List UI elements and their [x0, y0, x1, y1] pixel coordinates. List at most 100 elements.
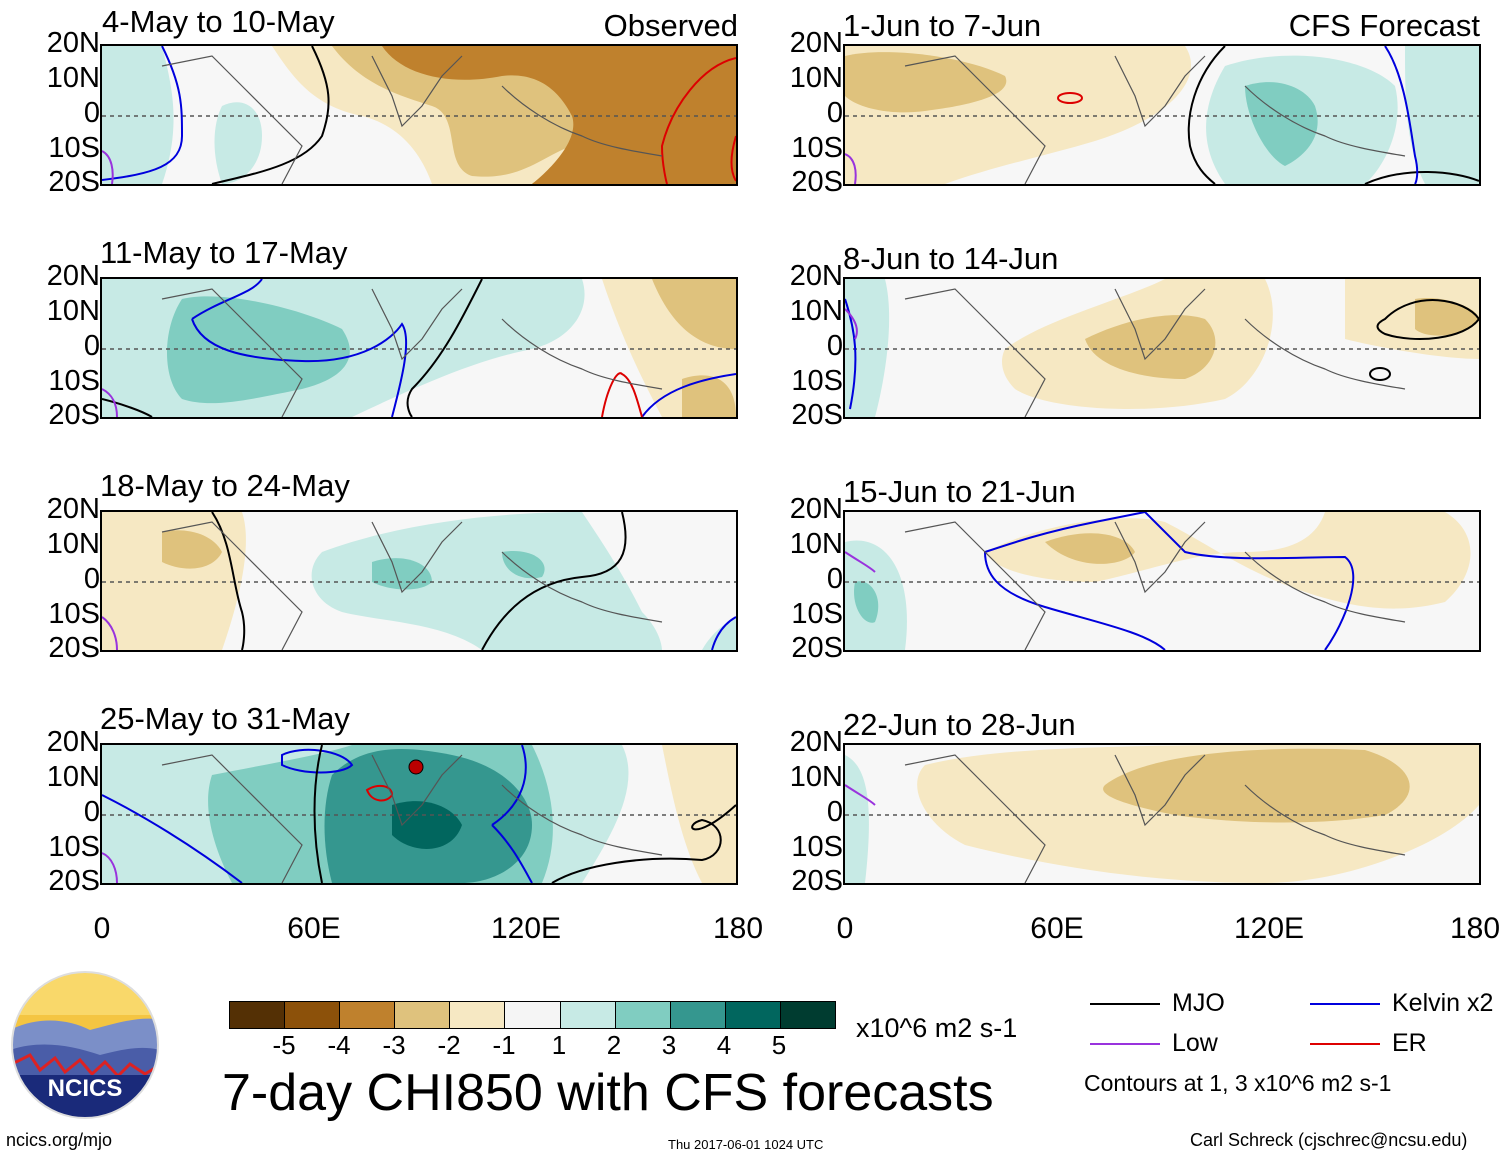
panel-title-left-2: 11-May to 17-May	[100, 235, 348, 270]
colorbar-tick-label: 5	[771, 1030, 787, 1060]
lat-label: 0	[826, 563, 843, 595]
legend-mjo-label: MJO	[1172, 989, 1225, 1017]
panel-title-left-3: 18-May to 24-May	[100, 468, 350, 503]
lat-label: 20S	[48, 166, 100, 198]
map-panel-left-2	[100, 277, 738, 419]
panel-title-right-1: 1-Jun to 7-Jun	[843, 8, 1042, 43]
map-panel-right-2	[843, 277, 1481, 419]
colorbar-tick-label: -5	[272, 1030, 296, 1060]
lat-label: 10N	[789, 295, 843, 327]
lat-label: 20S	[791, 865, 843, 897]
map-graphic	[102, 512, 736, 650]
main-title: 7-day CHI850 with CFS forecasts	[222, 1064, 994, 1122]
contours-note: Contours at 1, 3 x10^6 m2 s-1	[1084, 1070, 1392, 1096]
lat-label: 20S	[48, 399, 100, 431]
colorbar-swatch	[614, 1002, 670, 1028]
lat-label: 20N	[46, 27, 100, 59]
colorbar-swatch	[669, 1002, 725, 1028]
lat-label: 10S	[791, 831, 843, 863]
colorbar-tick-label: -3	[382, 1030, 406, 1060]
panel-title-right-2: 8-Jun to 14-Jun	[843, 241, 1059, 276]
lat-label: 20N	[789, 726, 843, 758]
map-panel-right-3	[843, 510, 1481, 652]
lat-label: 10S	[791, 365, 843, 397]
panel-title-right-4: 22-Jun to 28-Jun	[843, 707, 1076, 742]
colorbar	[229, 1001, 836, 1029]
map-graphic	[845, 46, 1479, 184]
lat-label: 10S	[791, 132, 843, 164]
lat-label: 10S	[48, 598, 100, 630]
colorbar-swatch	[724, 1002, 780, 1028]
map-panel-left-3	[100, 510, 738, 652]
lat-label: 10N	[46, 62, 100, 94]
lat-label: 0	[826, 97, 843, 129]
colorbar-tick-label: 1	[551, 1030, 567, 1060]
lat-label: 20N	[789, 27, 843, 59]
lon-label-left-0: 0	[93, 912, 111, 945]
map-graphic	[845, 745, 1479, 883]
lon-label-left-120e: 120E	[490, 912, 562, 945]
map-panel-right-1	[843, 44, 1481, 186]
colorbar-tick-label: 3	[661, 1030, 677, 1060]
lon-label-left-60e: 60E	[287, 912, 341, 945]
legend-mjo-line	[1090, 1003, 1160, 1005]
colorbar-tick-label: -1	[492, 1030, 516, 1060]
lat-label: 10S	[791, 598, 843, 630]
logo-text: NCICS	[48, 1075, 123, 1102]
lat-label: 10S	[48, 132, 100, 164]
ncics-logo: NCICS	[10, 970, 160, 1120]
footer-author: Carl Schreck (cjschrec@ncsu.edu)	[1190, 1130, 1468, 1150]
forecast-label: CFS Forecast	[1288, 8, 1480, 43]
colorbar-tick-label: 4	[716, 1030, 732, 1060]
colorbar-labels: -5 -4 -3 -2 -1 1 2 3 4 5	[229, 1032, 835, 1062]
lat-label: 20N	[789, 493, 843, 525]
lon-label-left-180: 180	[712, 912, 764, 945]
lat-label: 20S	[791, 632, 843, 664]
map-panel-left-1	[100, 44, 738, 186]
lon-label-right-180: 180	[1449, 912, 1501, 945]
lat-label: 10N	[789, 528, 843, 560]
map-panel-right-4	[843, 743, 1481, 885]
observed-label: Observed	[603, 8, 738, 43]
colorbar-swatch	[559, 1002, 615, 1028]
lat-label: 10N	[46, 295, 100, 327]
colorbar-tick-label: -2	[437, 1030, 461, 1060]
colorbar-tick-label: -4	[327, 1030, 351, 1060]
lat-label: 20N	[46, 260, 100, 292]
colorbar-swatch	[504, 1002, 560, 1028]
lat-label: 0	[826, 796, 843, 828]
lat-label: 10N	[789, 761, 843, 793]
lat-label: 20S	[791, 399, 843, 431]
lat-label: 0	[83, 796, 100, 828]
lat-label: 10N	[46, 761, 100, 793]
panel-title-left-1: 4-May to 10-May	[102, 4, 335, 39]
colorbar-tick-label: 2	[606, 1030, 622, 1060]
colorbar-swatch	[394, 1002, 450, 1028]
lat-label: 0	[83, 97, 100, 129]
colorbar-swatch	[779, 1002, 836, 1028]
legend-er-label: ER	[1392, 1029, 1427, 1057]
lat-label: 0	[83, 563, 100, 595]
colorbar-swatch	[284, 1002, 340, 1028]
colorbar-units: x10^6 m2 s-1	[856, 1013, 1018, 1043]
map-graphic	[845, 512, 1479, 650]
lon-label-right-60e: 60E	[1030, 912, 1084, 945]
panel-title-right-3: 15-Jun to 21-Jun	[843, 474, 1076, 509]
lat-label: 0	[826, 330, 843, 362]
map-graphic	[102, 46, 736, 184]
legend-kelvin-line	[1310, 1003, 1380, 1005]
map-graphic	[845, 279, 1479, 417]
lat-label: 20S	[48, 865, 100, 897]
lat-label: 20N	[46, 493, 100, 525]
colorbar-swatch	[449, 1002, 505, 1028]
lat-label: 20S	[48, 632, 100, 664]
legend-low-label: Low	[1172, 1029, 1218, 1057]
lat-label: 20N	[789, 260, 843, 292]
lat-label: 10N	[46, 528, 100, 560]
lon-label-right-120e: 120E	[1233, 912, 1305, 945]
map-panel-left-4	[100, 743, 738, 885]
footer-timestamp: Thu 2017-06-01 1024 UTC	[668, 1137, 824, 1152]
colorbar-swatch	[339, 1002, 395, 1028]
colorbar-swatch	[230, 1002, 285, 1028]
footer-url: ncics.org/mjo	[6, 1130, 113, 1150]
